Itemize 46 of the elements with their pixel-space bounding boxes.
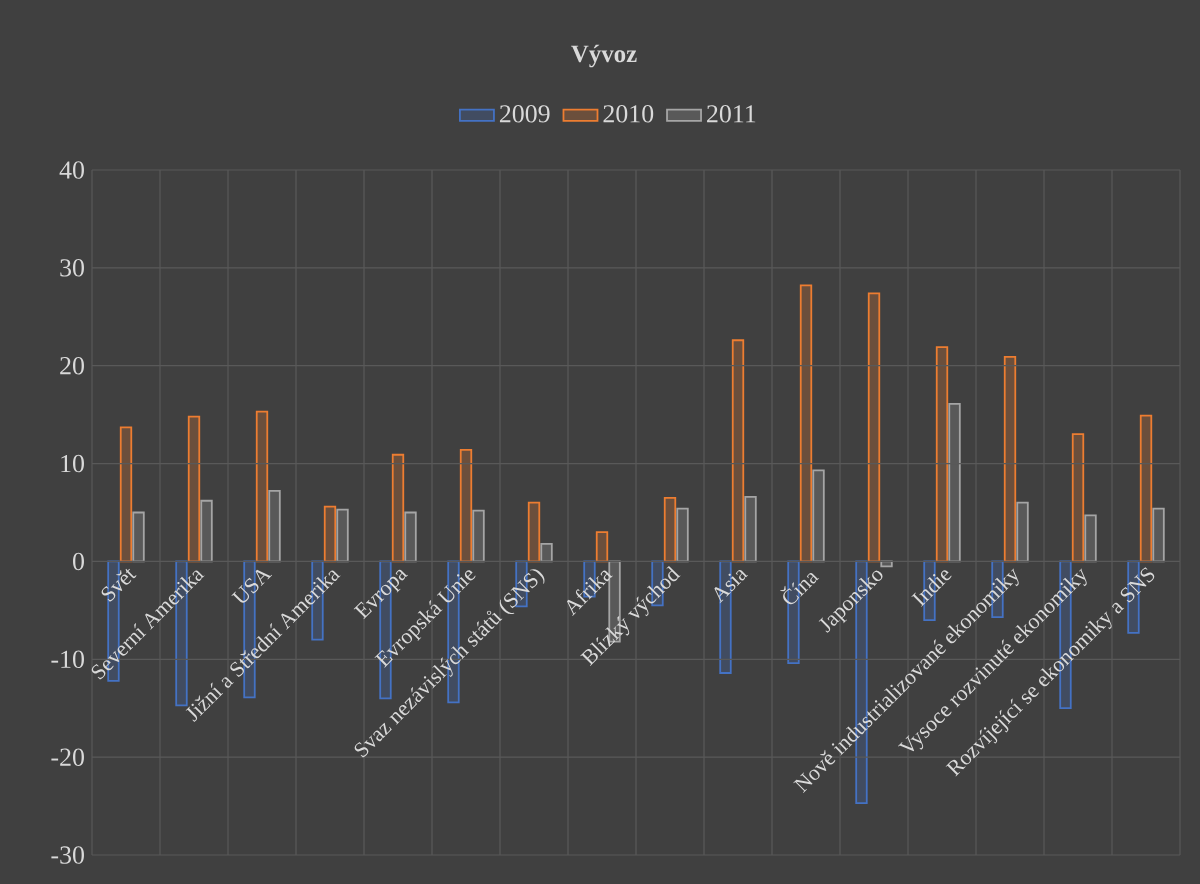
x-tick-label: Čína [780, 572, 820, 605]
bar [119, 426, 133, 563]
y-tick-label: -20 [51, 748, 84, 766]
bar [132, 511, 145, 563]
bar [404, 511, 417, 563]
x-tick-label: Svět [101, 568, 137, 602]
bar [744, 495, 757, 563]
bar [200, 499, 213, 563]
legend-label: 2011 [707, 105, 756, 123]
y-tick-label: 40 [59, 161, 84, 179]
bar [867, 292, 881, 563]
bar [1152, 507, 1165, 563]
bar [391, 453, 405, 563]
bar [663, 496, 677, 563]
chart-title: Vývoz [571, 44, 637, 68]
bar [255, 410, 269, 563]
y-tick-label: 20 [60, 356, 84, 375]
bar [595, 531, 609, 563]
legend-label: 2010 [603, 105, 654, 123]
bar [527, 501, 541, 563]
bar [540, 542, 553, 563]
bar [336, 508, 349, 563]
bar [935, 346, 949, 563]
bar [799, 284, 813, 563]
bar [1071, 433, 1085, 563]
bar [676, 507, 689, 563]
bar [1016, 501, 1029, 563]
bar [1139, 414, 1153, 563]
y-tick-label: 10 [61, 454, 84, 473]
y-tick-label: -30 [51, 846, 84, 864]
bar [323, 505, 337, 563]
bar [948, 402, 961, 563]
bar [812, 469, 825, 563]
bar [472, 509, 485, 563]
y-tick-label: 0 [73, 552, 84, 571]
bar [731, 339, 745, 563]
bar [187, 415, 201, 563]
y-tick-label: -10 [51, 650, 84, 669]
x-tick-label: Asia [714, 569, 749, 604]
legend-label: 2009 [499, 105, 550, 123]
x-tick-label: USA [231, 569, 273, 603]
bar [268, 490, 281, 563]
bar [1084, 514, 1097, 563]
bar [1003, 356, 1017, 563]
bar [459, 448, 473, 563]
y-tick-label: 30 [60, 259, 84, 277]
